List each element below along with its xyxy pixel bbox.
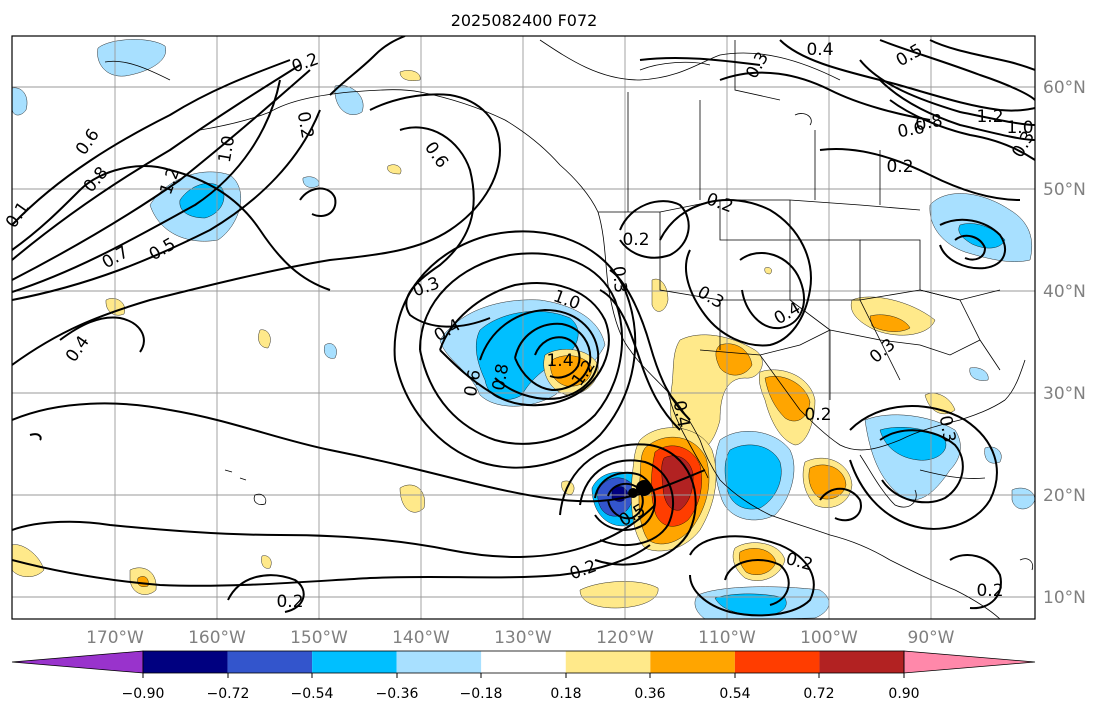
shade-negative xyxy=(958,223,1006,249)
shade-negative xyxy=(984,446,1002,464)
chart-title: 2025082400 F072 xyxy=(451,11,598,30)
shade-negative xyxy=(324,343,337,359)
colorbar-tick-label: 0.72 xyxy=(803,686,834,702)
shade-positive xyxy=(651,278,669,312)
colorbar-bin xyxy=(396,651,482,673)
colorbar-bin xyxy=(227,651,313,673)
contour-label: 0.6 xyxy=(461,368,485,398)
contour-label: 0.2 xyxy=(622,230,649,250)
latitude-label: 40°N xyxy=(1043,282,1086,302)
shade-positive xyxy=(137,576,149,587)
colorbar-tick-label: −0.72 xyxy=(207,686,250,702)
contour-label: 0.3 xyxy=(935,414,959,444)
shade-negative xyxy=(969,367,989,381)
colorbar-tick-label: −0.18 xyxy=(460,686,503,702)
shade-positive xyxy=(764,376,811,422)
colorbar-tick-label: 0.36 xyxy=(634,686,665,702)
shade-positive xyxy=(715,343,753,376)
latitude-label: 60°N xyxy=(1043,78,1086,98)
colorbar-tick-label: 0.18 xyxy=(550,686,581,702)
shade-positive xyxy=(12,544,45,577)
shade-positive xyxy=(387,164,402,175)
shade-positive xyxy=(869,314,911,332)
contour-label: 0.8 xyxy=(489,362,513,392)
colorbar-under-extension xyxy=(11,650,144,674)
colorbar-over-extension xyxy=(903,650,1036,674)
shade-negative xyxy=(97,39,166,77)
contour-label: 1.4 xyxy=(546,351,573,371)
contour-label: 0.2 xyxy=(976,581,1003,601)
shade-positive xyxy=(661,455,694,511)
contour-label: 0.3 xyxy=(608,265,630,294)
shade-negative xyxy=(302,176,320,188)
longitude-label: 90°W xyxy=(908,628,955,648)
shade-positive xyxy=(739,548,777,575)
longitude-label: 170°W xyxy=(86,628,144,648)
longitude-label: 150°W xyxy=(290,628,348,648)
longitude-label: 130°W xyxy=(494,628,552,648)
contour-label: 0.2 xyxy=(886,157,913,177)
colorbar-bin xyxy=(819,651,904,673)
longitude-label: 100°W xyxy=(800,628,858,648)
latitude-label: 30°N xyxy=(1043,384,1086,404)
latitude-label: 50°N xyxy=(1043,180,1086,200)
colorbar: −0.90 −0.72 −0.54 −0.36 −0.18 0.18 0.36 0.54 0.7… xyxy=(11,650,1036,702)
longitude-labels: 170°W 160°W 150°W 140°W 130°W 120°W 110°W 100°W… xyxy=(86,628,955,648)
shade-positive xyxy=(808,464,847,500)
colorbar-bin xyxy=(650,651,735,673)
shade-positive xyxy=(258,329,271,349)
shaded-anomalies xyxy=(12,39,1035,619)
colorbar-tick-label: −0.36 xyxy=(376,686,419,702)
contour-label: 0.4 xyxy=(669,399,693,429)
colorbar-tick-label: −0.54 xyxy=(291,686,334,702)
shade-negative xyxy=(724,444,782,510)
longitude-label: 160°W xyxy=(188,628,246,648)
contour-label: 0.2 xyxy=(293,110,317,140)
contour-lines xyxy=(12,36,1035,617)
longitude-label: 110°W xyxy=(698,628,756,648)
latitude-label: 10°N xyxy=(1043,588,1086,608)
longitude-label: 140°W xyxy=(392,628,450,648)
contour-label: 0.2 xyxy=(276,592,303,612)
colorbar-bin xyxy=(481,651,566,673)
latitude-label: 20°N xyxy=(1043,486,1086,506)
colorbar-bin xyxy=(734,651,820,673)
shade-negative xyxy=(12,87,28,116)
colorbar-bin xyxy=(143,651,228,673)
storm-center-marker xyxy=(628,488,638,498)
colorbar-bin xyxy=(312,651,397,673)
colorbar-bin xyxy=(565,651,651,673)
longitude-label: 120°W xyxy=(596,628,654,648)
contour-label: 1.0 xyxy=(1006,118,1033,138)
contour-label: 0.8 xyxy=(914,111,944,135)
shade-positive xyxy=(261,555,272,569)
shade-positive xyxy=(579,581,659,609)
colorbar-tick-label: −0.90 xyxy=(122,686,165,702)
contour-label: 0.4 xyxy=(806,40,833,60)
storm-center-marker xyxy=(636,480,652,496)
colorbar-tick-label: 0.90 xyxy=(888,686,919,702)
colorbar-frame xyxy=(142,650,905,674)
shade-positive xyxy=(399,484,425,513)
contour-label: 0.6 xyxy=(896,118,926,142)
shade-positive xyxy=(399,70,421,81)
map-frame xyxy=(11,35,1036,620)
contour-label: 1.0 xyxy=(215,134,239,164)
colorbar-tick-label: 0.54 xyxy=(719,686,750,702)
shade-negative xyxy=(879,427,947,461)
latitude-labels: 60°N 50°N 40°N 30°N 20°N 10°N xyxy=(1043,78,1086,608)
contour-label: 1.2 xyxy=(976,107,1003,127)
contour-label: 0.2 xyxy=(804,405,831,425)
shade-positive xyxy=(764,267,772,275)
